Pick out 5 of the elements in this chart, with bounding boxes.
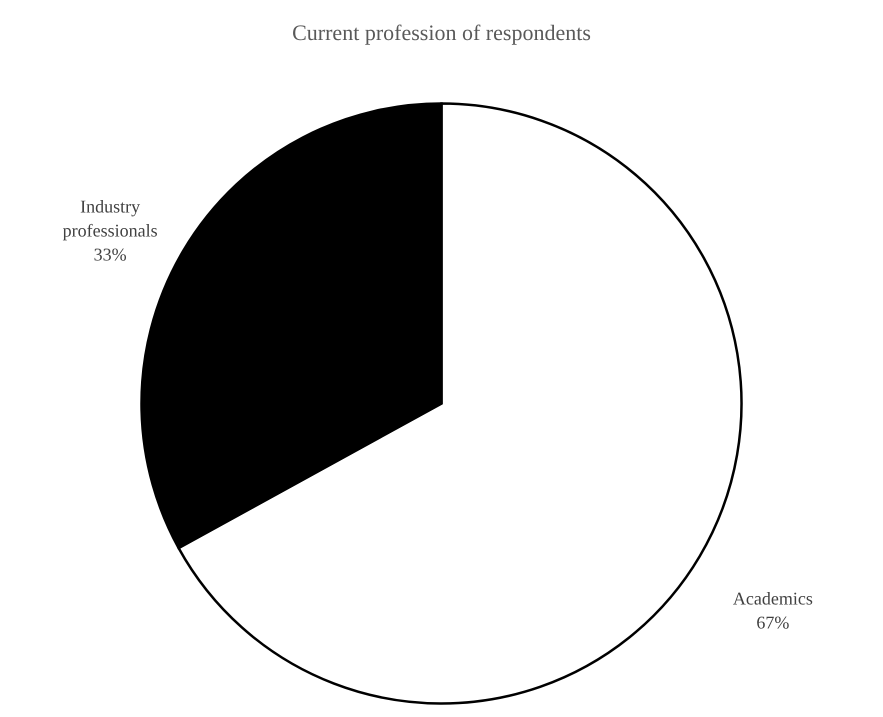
chart-title: Current profession of respondents	[292, 20, 591, 45]
slice-label: Academics	[732, 588, 813, 608]
slice-label: Industry professionals	[62, 196, 158, 241]
data-label: 67%	[756, 612, 790, 632]
data-label: 33%	[94, 244, 127, 265]
